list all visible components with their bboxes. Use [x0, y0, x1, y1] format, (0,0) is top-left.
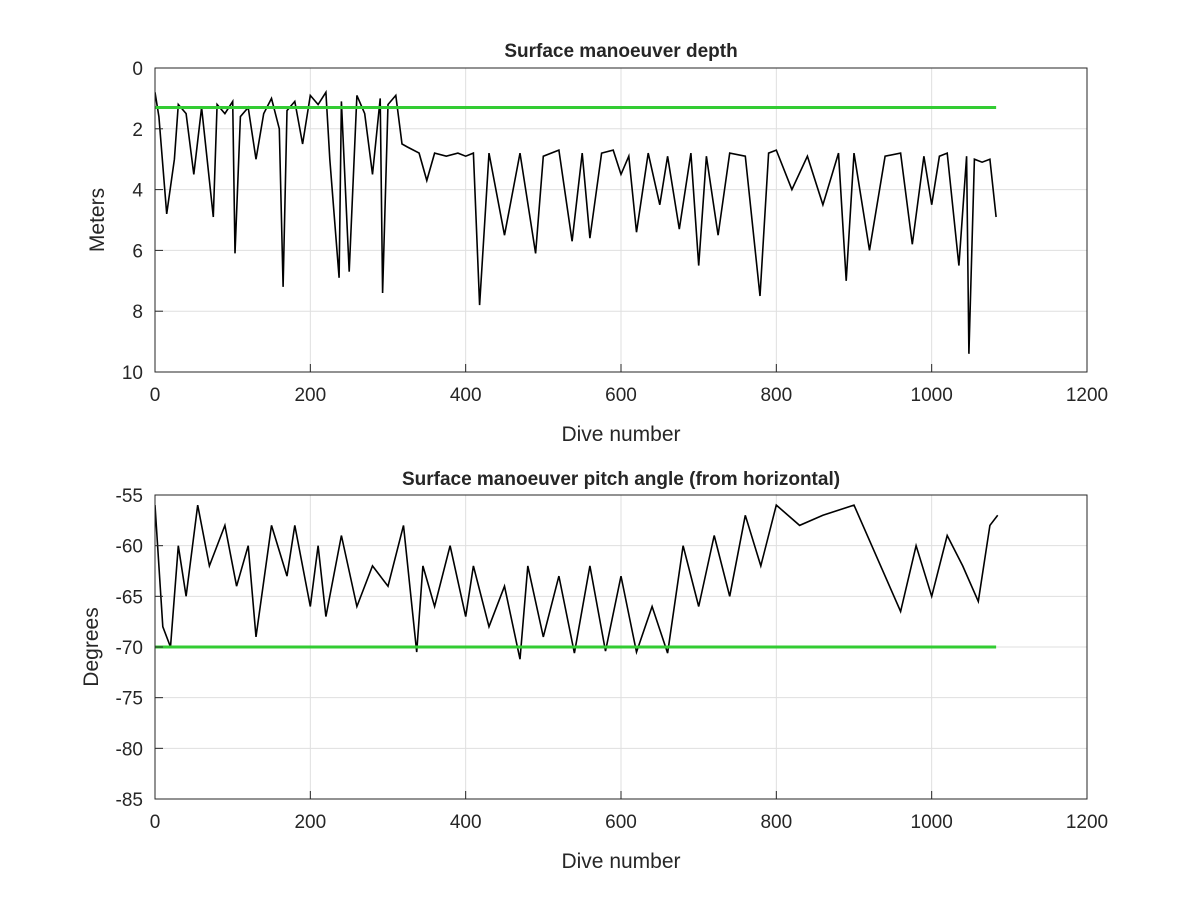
y-tick-label: -65 [116, 587, 143, 608]
x-tick-label: 1200 [1066, 812, 1108, 833]
y-tick-label: 10 [122, 363, 143, 384]
x-tick-label: 200 [294, 812, 326, 833]
x-tick-label: 1200 [1066, 385, 1108, 406]
y-tick-label: -70 [116, 638, 143, 659]
axes-box [154, 67, 1088, 373]
depth-ylabel: Meters [86, 188, 109, 252]
depth-xlabel: Dive number [561, 423, 680, 446]
depth-axes: 0 200 400 600 800 1000 1200 0 2 4 6 8 10 Surface man… [86, 41, 1108, 446]
axes-box [154, 494, 1088, 800]
y-tick-label: -85 [116, 790, 143, 811]
x-tick-label: 400 [450, 385, 482, 406]
x-tick-label: 1000 [911, 812, 953, 833]
y-tick-label: 8 [132, 302, 143, 323]
depth-frame [154, 67, 1088, 373]
x-tick-label: 800 [760, 385, 792, 406]
x-tick-label: 0 [150, 812, 161, 833]
x-tick-label: 400 [450, 812, 482, 833]
pitch-tick-labels: 0 200 400 600 800 1000 1200 -55 -60 -65 -70 -75 -80 -… [116, 486, 1109, 833]
pitch-frame [154, 494, 1088, 800]
x-tick-label: 600 [605, 812, 637, 833]
depth-series [155, 89, 997, 354]
y-tick-label: 0 [132, 59, 143, 80]
depth-title: Surface manoeuver depth [504, 41, 737, 62]
y-tick-label: -75 [116, 689, 143, 710]
data-series-line [155, 503, 999, 660]
y-tick-label: -80 [116, 739, 143, 760]
pitch-series [155, 503, 999, 660]
y-tick-label: 4 [132, 181, 143, 202]
y-tick-label: -60 [116, 537, 143, 558]
depth-tick-labels: 0 200 400 600 800 1000 1200 0 2 4 6 8 10 [122, 59, 1108, 406]
pitch-xlabel: Dive number [561, 850, 680, 873]
data-series-line [155, 89, 997, 354]
x-tick-label: 800 [760, 812, 792, 833]
pitch-ylabel: Degrees [80, 607, 103, 686]
pitch-title: Surface manoeuver pitch angle (from hori… [402, 469, 840, 490]
pitch-axes: 0 200 400 600 800 1000 1200 -55 -60 -65 -70 -75 -80 -… [80, 469, 1108, 873]
y-tick-label: 2 [132, 120, 143, 141]
x-tick-label: 200 [294, 385, 326, 406]
y-tick-label: 6 [132, 241, 143, 262]
x-tick-label: 0 [150, 385, 161, 406]
x-tick-label: 600 [605, 385, 637, 406]
x-tick-label: 1000 [911, 385, 953, 406]
y-tick-label: -55 [116, 486, 143, 507]
